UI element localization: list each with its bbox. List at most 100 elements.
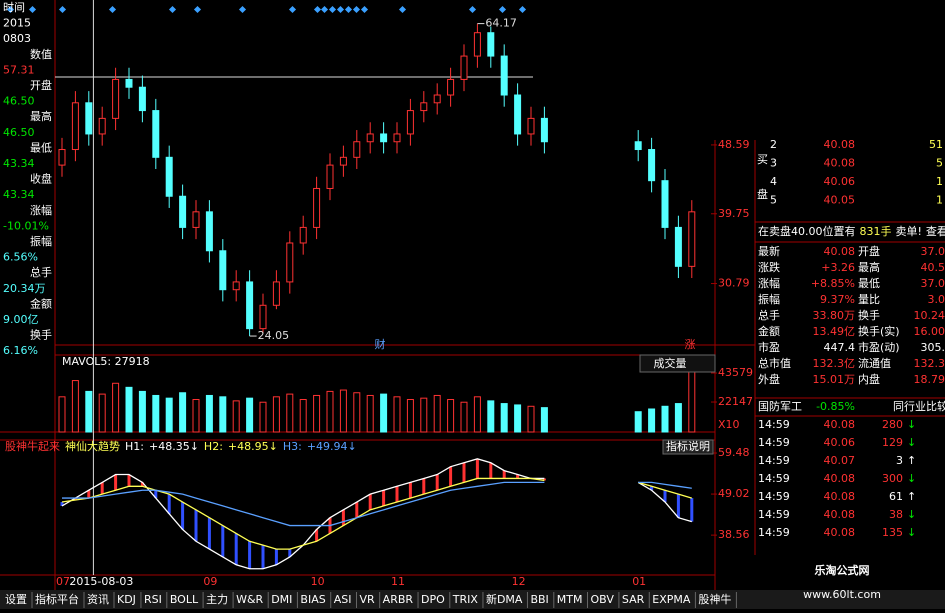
trade-cell: 14:59 [758, 490, 790, 503]
stat-cell: 10.24 [914, 309, 945, 322]
volume-bar [689, 371, 695, 432]
stat-cell: 外盘 [758, 372, 780, 386]
volume-bar [233, 401, 239, 432]
candle-body [233, 282, 239, 290]
candle-body [113, 79, 119, 118]
tab[interactable]: W&R [236, 593, 263, 606]
stat-cell: 132.3 [914, 357, 945, 370]
stat-cell: 13.49亿 [813, 325, 856, 338]
trade-cell: ↓ [907, 418, 916, 431]
tab[interactable]: BIAS [300, 593, 325, 606]
volume-bar [675, 404, 681, 432]
trade-cell: 40.08 [824, 472, 856, 485]
marker: 财 [375, 337, 386, 351]
tab[interactable]: EXPMA [652, 593, 691, 606]
tab[interactable]: BBI [530, 593, 548, 606]
trade-cell: 38 [889, 508, 903, 521]
stat-cell: 132.3亿 [813, 357, 856, 370]
tab[interactable]: 设置 [5, 593, 27, 606]
volume-bar [99, 394, 105, 432]
info-item: 开盘 [30, 78, 52, 92]
indicator-legend: +49.94↓ [307, 440, 357, 453]
trade-cell: 300 [882, 472, 903, 485]
tab[interactable]: RSI [144, 593, 162, 606]
volume-bar [474, 397, 480, 432]
volume-bar [367, 395, 373, 432]
volume-bar [300, 400, 306, 432]
trade-cell: 14:59 [758, 508, 790, 521]
stat-cell: 最低 [858, 277, 880, 290]
tab[interactable]: TRIX [452, 593, 479, 606]
tab[interactable]: DPO [421, 593, 445, 606]
stat-cell: 3.0 [928, 293, 945, 306]
tab[interactable]: KDJ [117, 593, 136, 606]
trade-cell: 14:59 [758, 526, 790, 539]
info-item: 9.00亿 [3, 313, 39, 326]
trade-cell: 40.08 [824, 508, 856, 521]
candle-body [59, 150, 65, 166]
volume-bar [340, 390, 346, 432]
tab[interactable]: 资讯 [87, 593, 109, 606]
tab[interactable]: 新DMA [486, 592, 523, 606]
volume-bar [407, 400, 413, 432]
info-item: 43.34 [3, 188, 35, 201]
info-item: 20.34万 [3, 282, 46, 295]
trade-cell: ↓ [907, 508, 916, 521]
stat-cell: +8.85% [811, 277, 855, 290]
volume-bar [501, 404, 507, 432]
info-item: 涨幅 [30, 204, 52, 217]
tab[interactable]: DMI [271, 593, 292, 606]
order-cell: 4 [770, 175, 777, 188]
stat-cell: 量比 [858, 293, 880, 306]
tab[interactable]: 指标平台 [35, 592, 79, 606]
candle-body [273, 282, 279, 305]
volume-bar [434, 395, 440, 432]
volume-bar [287, 394, 293, 432]
candle-body [689, 212, 695, 267]
tab[interactable]: 股神牛 [698, 592, 731, 606]
volume-bar [206, 395, 212, 432]
x-tick-label: 12 [512, 575, 526, 588]
indicator-legend: +48.95↓ [228, 440, 278, 453]
stat-cell: 33.80万 [813, 309, 856, 322]
y-tick-label: 59.48 [718, 446, 750, 459]
tab[interactable]: MTM [557, 593, 583, 606]
x-tick-label: 09 [203, 575, 217, 588]
tab[interactable]: ARBR [383, 593, 414, 606]
tab[interactable]: OBV [591, 593, 615, 606]
volume-bar [220, 397, 226, 432]
volume-bar [488, 401, 494, 432]
candle-body [287, 243, 293, 282]
info-item: 43.34 [3, 157, 35, 170]
candle-body [260, 305, 266, 328]
trade-cell: 14:59 [758, 472, 790, 485]
tab[interactable]: ASI [334, 593, 352, 606]
trade-cell: 14:59 [758, 436, 790, 449]
sector-cell: -0.85% [816, 400, 855, 413]
candle-body [206, 212, 212, 251]
candle-body [635, 142, 641, 150]
indicator-legend: H1: [125, 440, 144, 453]
stat-cell: 振幅 [758, 292, 780, 306]
volume-bar [153, 395, 159, 432]
order-cell: 51 [929, 138, 943, 151]
tab[interactable]: BOLL [170, 593, 199, 606]
candle-body [381, 134, 387, 142]
info-item: 数值 [30, 48, 52, 61]
tab[interactable]: SAR [622, 593, 645, 606]
help-text: 指标说明 [666, 439, 710, 453]
x-tick-label: 01 [632, 575, 646, 588]
indicator-legend: 神仙大趋势 [65, 439, 120, 453]
candle-body [421, 103, 427, 111]
candle-body [501, 56, 507, 95]
info-item: 金额 [30, 296, 52, 310]
tab[interactable]: 主力 [206, 593, 228, 606]
order-cell: 2 [770, 138, 777, 151]
volume-bar [421, 398, 427, 432]
volume-label: MAVOL5: 27918 [62, 355, 150, 368]
trade-cell: 40.07 [824, 454, 856, 467]
trade-cell: ↑ [907, 490, 916, 503]
stat-cell: 换手(实) [858, 324, 900, 338]
stat-cell: 换手 [858, 308, 880, 322]
tab[interactable]: VR [360, 593, 376, 606]
